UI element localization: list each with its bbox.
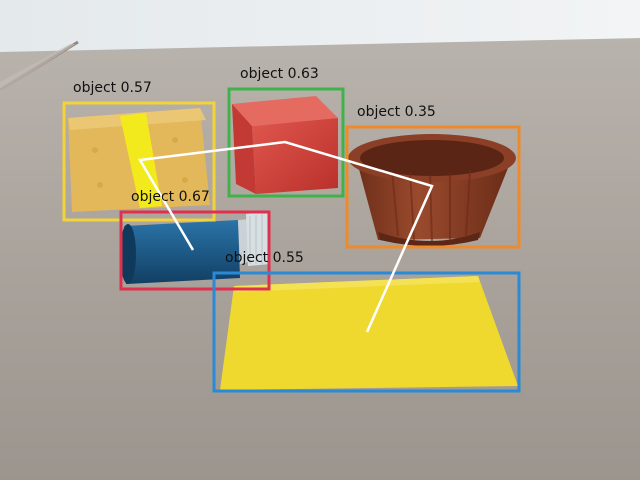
red-cube-icon xyxy=(232,96,338,194)
detection-label-cloth: object 0.55 xyxy=(225,250,304,266)
brown-cup-icon xyxy=(348,134,516,246)
detection-box-cube xyxy=(227,87,345,198)
table-edge-highlight xyxy=(0,44,76,92)
detection-box-cloth xyxy=(212,271,521,393)
detection-label-cube: object 0.63 xyxy=(240,66,319,82)
cloth-highlight xyxy=(234,276,480,292)
detection-box-sponge xyxy=(62,101,216,222)
detection-box-cup xyxy=(345,125,521,249)
detection-label-sponge: object 0.57 xyxy=(73,80,152,96)
trajectory-path xyxy=(137,140,434,333)
blue-bottle-icon xyxy=(120,212,270,284)
detection-box-bottle xyxy=(119,210,271,291)
detection-label-bottle: object 0.67 xyxy=(131,189,210,205)
yellow-cloth-icon xyxy=(220,276,518,390)
detection-label-cup: object 0.35 xyxy=(357,104,436,120)
